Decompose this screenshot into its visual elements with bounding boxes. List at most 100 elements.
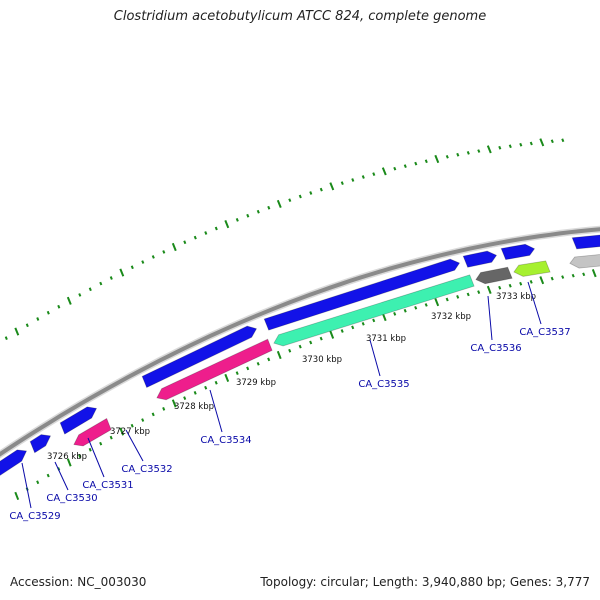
tick-mark: [78, 293, 82, 297]
tick-mark: [582, 272, 586, 277]
label-leader: [487, 295, 493, 341]
gene-label: CA_C3531: [82, 480, 133, 491]
label-leader: [21, 462, 32, 509]
tick-mark: [204, 231, 208, 235]
gene-feature: [29, 434, 52, 454]
tick-mark: [151, 255, 155, 259]
tick-mark: [193, 391, 197, 395]
kbp-label: 3729 kbp: [236, 378, 276, 388]
tick-mark: [276, 199, 282, 208]
accession-text: Accession: NC_003030: [10, 575, 147, 589]
outer-tick-ring: [4, 138, 565, 340]
kbp-label: 3728 kbp: [174, 402, 214, 412]
tick-mark: [88, 287, 92, 292]
tick-mark: [109, 435, 113, 440]
map-title: Clostridium acetobutylicum ATCC 824, com…: [113, 9, 487, 24]
tick-mark: [477, 290, 481, 294]
label-leader: [527, 281, 542, 325]
tick-mark: [361, 322, 365, 326]
tick-mark: [403, 164, 407, 168]
gene-features: [0, 234, 600, 476]
tick-mark: [393, 166, 397, 171]
tick-mark: [486, 285, 492, 294]
tick-mark: [151, 412, 155, 417]
tick-mark: [276, 350, 282, 360]
tick-mark: [256, 209, 260, 214]
tick-mark: [162, 250, 166, 254]
tick-mark: [66, 458, 72, 467]
tick-mark: [46, 473, 50, 478]
tick-mark: [539, 276, 545, 285]
tick-mark: [529, 141, 533, 146]
tick-mark: [550, 276, 554, 281]
tick-mark: [561, 138, 565, 143]
tick-mark: [361, 175, 365, 179]
tick-mark: [550, 139, 554, 144]
tick-mark: [329, 182, 335, 191]
kbp-label: 3733 kbp: [496, 292, 536, 302]
tick-mark: [288, 198, 292, 202]
gene-label: CA_C3529: [9, 511, 60, 522]
tick-mark: [309, 340, 313, 345]
tick-mark: [477, 149, 481, 153]
tick-mark: [46, 310, 50, 315]
tick-mark: [130, 423, 134, 428]
tick-mark: [130, 265, 134, 270]
tick-mark: [193, 235, 197, 240]
label-leader: [369, 339, 381, 377]
tick-mark: [246, 366, 250, 371]
unlabeled-feature: [569, 254, 600, 269]
kbp-label: 3727 kbp: [110, 427, 150, 437]
tick-mark: [351, 325, 355, 330]
tick-mark: [14, 327, 20, 336]
tick-mark: [393, 312, 397, 316]
tick-mark: [571, 273, 575, 278]
tick-mark: [519, 142, 523, 147]
tick-mark: [319, 336, 323, 341]
tick-mark: [381, 313, 387, 322]
gene-label: CA_C3537: [519, 327, 570, 338]
tick-mark: [561, 275, 565, 279]
tick-mark: [25, 323, 29, 328]
tick-mark: [99, 281, 103, 286]
tick-mark: [298, 194, 302, 199]
tick-mark: [256, 362, 260, 366]
tick-mark: [445, 155, 449, 159]
backbone-line: [0, 227, 600, 457]
gene-feature: [273, 274, 475, 347]
tick-mark: [57, 304, 61, 309]
tick-mark: [214, 226, 218, 231]
label-leader: [125, 429, 144, 462]
gene-feature: [513, 260, 551, 277]
tick-mark: [466, 292, 470, 297]
gene-feature: [59, 406, 98, 435]
tick-mark: [456, 152, 460, 157]
tick-mark: [36, 480, 40, 485]
gene-feature: [475, 266, 513, 285]
tick-mark: [498, 285, 502, 290]
tick-mark: [141, 418, 145, 422]
label-leader: [209, 389, 223, 433]
tick-mark: [434, 154, 440, 164]
tick-mark: [351, 178, 355, 182]
tick-mark: [224, 220, 230, 229]
tick-mark: [414, 161, 418, 166]
tick-mark: [508, 283, 512, 288]
inner-tick-ring: [14, 269, 597, 501]
tick-mark: [36, 317, 40, 321]
tick-mark: [235, 371, 239, 375]
tick-mark: [466, 151, 470, 155]
tick-mark: [486, 145, 492, 154]
tick-mark: [14, 491, 20, 501]
tick-mark: [519, 281, 523, 286]
tick-mark: [119, 427, 125, 436]
tick-mark: [204, 385, 208, 390]
tick-mark: [529, 280, 533, 284]
unlabeled-feature: [571, 234, 600, 250]
tick-mark: [508, 144, 512, 149]
tick-mark: [171, 399, 177, 408]
gene-feature: [73, 417, 112, 447]
kbp-label: 3732 kbp: [431, 312, 471, 322]
gene-label: CA_C3535: [358, 379, 409, 390]
tick-mark: [445, 297, 449, 302]
